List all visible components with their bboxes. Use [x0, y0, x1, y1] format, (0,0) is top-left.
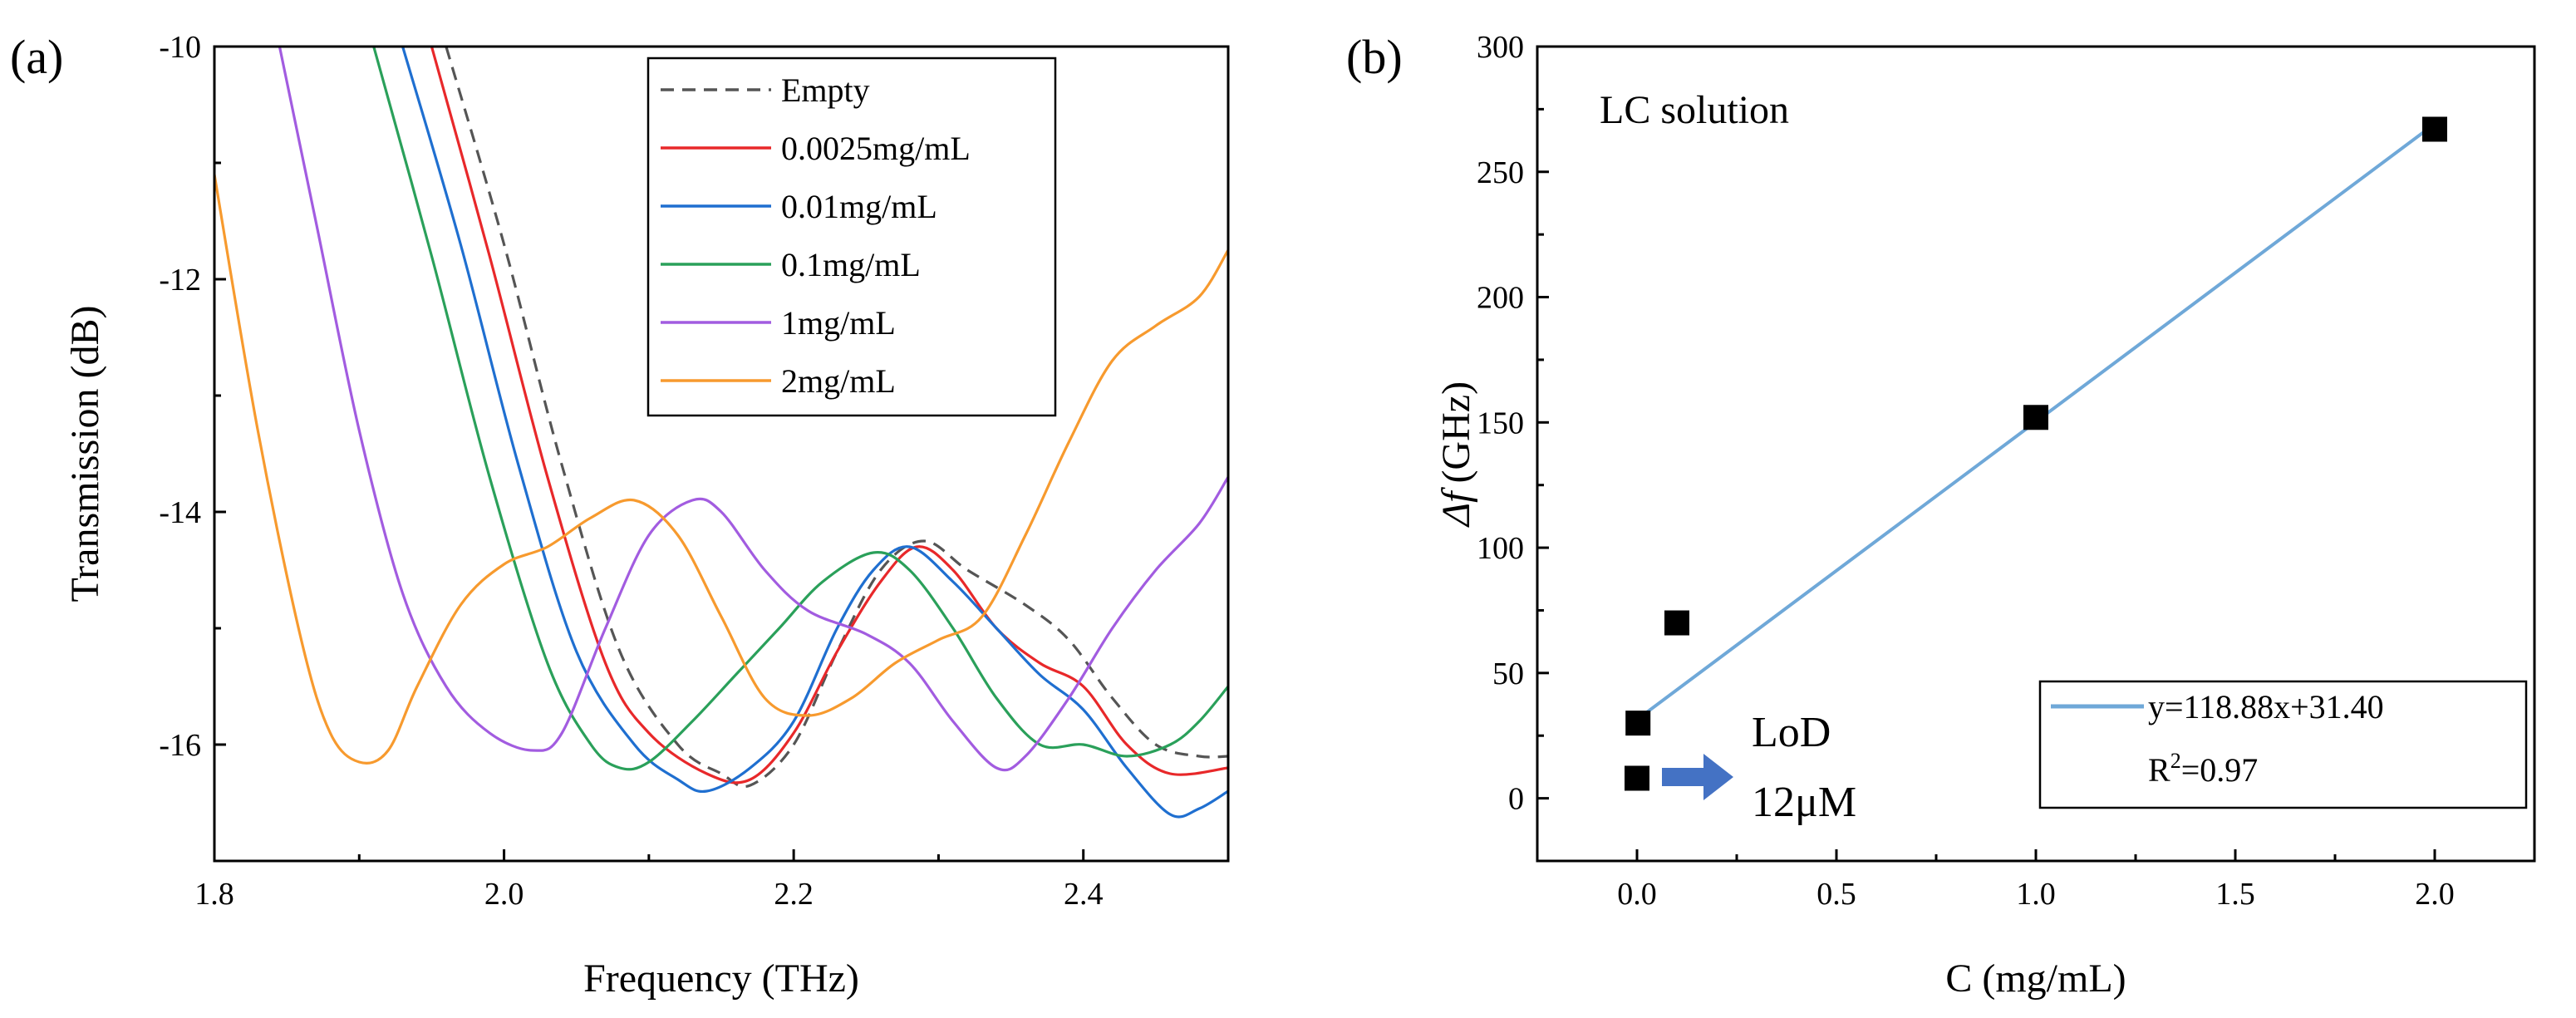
panel-b-title: LC solution [1600, 88, 1789, 132]
y-tick-label: -12 [159, 263, 201, 298]
scatter-point [2422, 116, 2447, 142]
y-tick-label: -14 [159, 495, 201, 530]
panel-b-lod-value: 12μM [1752, 779, 1856, 826]
panel-b-legend-r2-sup: 2 [2170, 749, 2181, 773]
x-tick-label: 2.2 [774, 877, 814, 912]
panel-b-y-axis-symbol: Δf [1434, 487, 1478, 528]
panel-b-legend-r2: R2=0.97 [2148, 749, 2258, 789]
panel-b-x-axis-title: C (mg/mL) [1945, 957, 2126, 1001]
panel-b-lod-arrow-head [1703, 754, 1733, 800]
scatter-point [2023, 405, 2048, 430]
panel-a-legend: Empty 0.0025mg/mL 0.01mg/mL 0.1mg/mL 1mg/mL 2… [646, 57, 1057, 417]
panel-b-y-axis-unit: (GHz) [1434, 381, 1478, 484]
y-tick-label: 250 [1477, 155, 1524, 190]
y-tick-label: 200 [1477, 281, 1524, 316]
panel-b-y-axis-title: Δf(GHz) [1434, 381, 1478, 528]
panel-a-x-axis-title: Frequency (THz) [583, 957, 859, 1001]
y-tick-label: 150 [1477, 406, 1524, 440]
panel-a-legend-box [646, 57, 1057, 417]
panel-b-x-ticks: 0.0 0.5 1.0 1.5 2.0 [1617, 849, 2455, 912]
series-line-3 [372, 47, 1228, 771]
x-tick-label: 0.0 [1617, 877, 1657, 912]
panel-a-x-ticks: 1.8 2.0 2.2 2.4 [194, 849, 1103, 912]
panel-b-lod-arrow-body [1662, 768, 1703, 786]
series-line-5 [214, 174, 1228, 765]
scatter-point [1625, 711, 1651, 736]
panel-a-y-ticks: -16 -14 -12 -10 [159, 30, 226, 863]
legend-label-4: 1mg/mL [781, 304, 896, 342]
y-tick-label: 50 [1492, 657, 1524, 691]
scatter-point [1664, 610, 1689, 636]
scatter-point [1625, 765, 1649, 791]
panel-b-legend-r2-value: =0.97 [2181, 751, 2259, 789]
panel-b-points [1625, 116, 2447, 791]
x-tick-label: 1.0 [2016, 877, 2056, 912]
legend-label-3: 0.1mg/mL [781, 246, 921, 283]
series-line-0 [445, 47, 1228, 789]
panel-b-lod-chart: (b) LC solution 0.0 0.5 1.0 1.5 2.0 0 50 100 15… [1346, 30, 2536, 1001]
y-tick-label: 300 [1477, 30, 1524, 65]
x-tick-label: 1.5 [2215, 877, 2255, 912]
panel-b-lod-arrow [1662, 754, 1733, 800]
y-tick-label: -16 [159, 728, 201, 763]
series-line-4 [278, 47, 1228, 772]
y-tick-label: 0 [1508, 782, 1524, 817]
y-tick-label: 100 [1477, 531, 1524, 566]
panel-a-curves [214, 47, 1228, 819]
legend-label-2: 0.01mg/mL [781, 188, 937, 225]
y-tick-label: -10 [159, 30, 201, 65]
panel-a-transmission-chart: (a) 1.8 2.0 2.2 2.4 -16 -14 -12 -10 Frequency … [10, 30, 1230, 1001]
x-tick-label: 2.4 [1064, 877, 1104, 912]
x-tick-label: 2.0 [484, 877, 524, 912]
panel-b-label: (b) [1346, 30, 1403, 84]
panel-b-lod-label: LoD [1752, 709, 1831, 756]
x-tick-label: 0.5 [1816, 877, 1856, 912]
panel-b-legend-equation: y=118.88x+31.40 [2148, 688, 2384, 725]
panel-a-label: (a) [10, 30, 63, 84]
panel-b-legend-box [2038, 680, 2528, 809]
legend-label-0: Empty [781, 71, 870, 109]
x-tick-label: 1.8 [194, 877, 234, 912]
legend-label-5: 2mg/mL [781, 362, 896, 400]
legend-label-1: 0.0025mg/mL [781, 130, 971, 167]
x-tick-label: 2.0 [2415, 877, 2455, 912]
panel-b-y-ticks: 0 50 100 150 200 250 300 [1477, 30, 1549, 817]
panel-b-legend-r2-prefix: R [2148, 751, 2170, 789]
panel-a-y-axis-title: Transmission (dB) [63, 306, 107, 602]
series-line-2 [401, 47, 1228, 819]
panel-a-frame [213, 45, 1230, 863]
